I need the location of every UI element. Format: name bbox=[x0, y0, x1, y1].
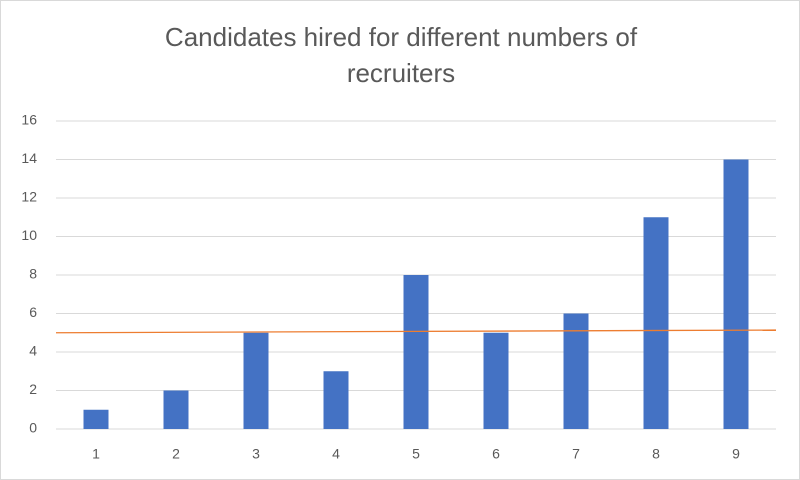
y-tick-label: 12 bbox=[21, 189, 37, 205]
bar bbox=[163, 390, 189, 429]
bar bbox=[403, 275, 429, 429]
y-tick-label: 10 bbox=[21, 227, 37, 243]
bar bbox=[563, 313, 589, 429]
x-tick-label: 3 bbox=[252, 446, 260, 462]
x-tick-label: 5 bbox=[412, 446, 420, 462]
x-tick-label: 2 bbox=[172, 446, 180, 462]
x-tick-label: 4 bbox=[332, 446, 340, 462]
y-tick-label: 16 bbox=[21, 112, 37, 128]
bar bbox=[643, 217, 669, 429]
y-tick-label: 6 bbox=[29, 304, 37, 320]
bar bbox=[323, 371, 349, 429]
x-tick-label: 6 bbox=[492, 446, 500, 462]
bar bbox=[483, 332, 509, 429]
bar bbox=[83, 409, 109, 429]
x-tick-label: 7 bbox=[572, 446, 580, 462]
y-tick-label: 14 bbox=[21, 150, 37, 166]
trendline bbox=[55, 329, 777, 334]
y-tick-label: 4 bbox=[29, 343, 37, 359]
y-tick-label: 8 bbox=[29, 266, 37, 282]
bar bbox=[243, 332, 269, 429]
y-tick-label: 0 bbox=[29, 420, 37, 436]
chart-title: Candidates hired for different numbers o… bbox=[164, 22, 638, 88]
x-tick-label: 9 bbox=[732, 446, 740, 462]
x-tick-label: 1 bbox=[92, 446, 100, 462]
bar bbox=[723, 159, 749, 429]
y-tick-label: 2 bbox=[29, 381, 37, 397]
x-tick-label: 8 bbox=[652, 446, 660, 462]
